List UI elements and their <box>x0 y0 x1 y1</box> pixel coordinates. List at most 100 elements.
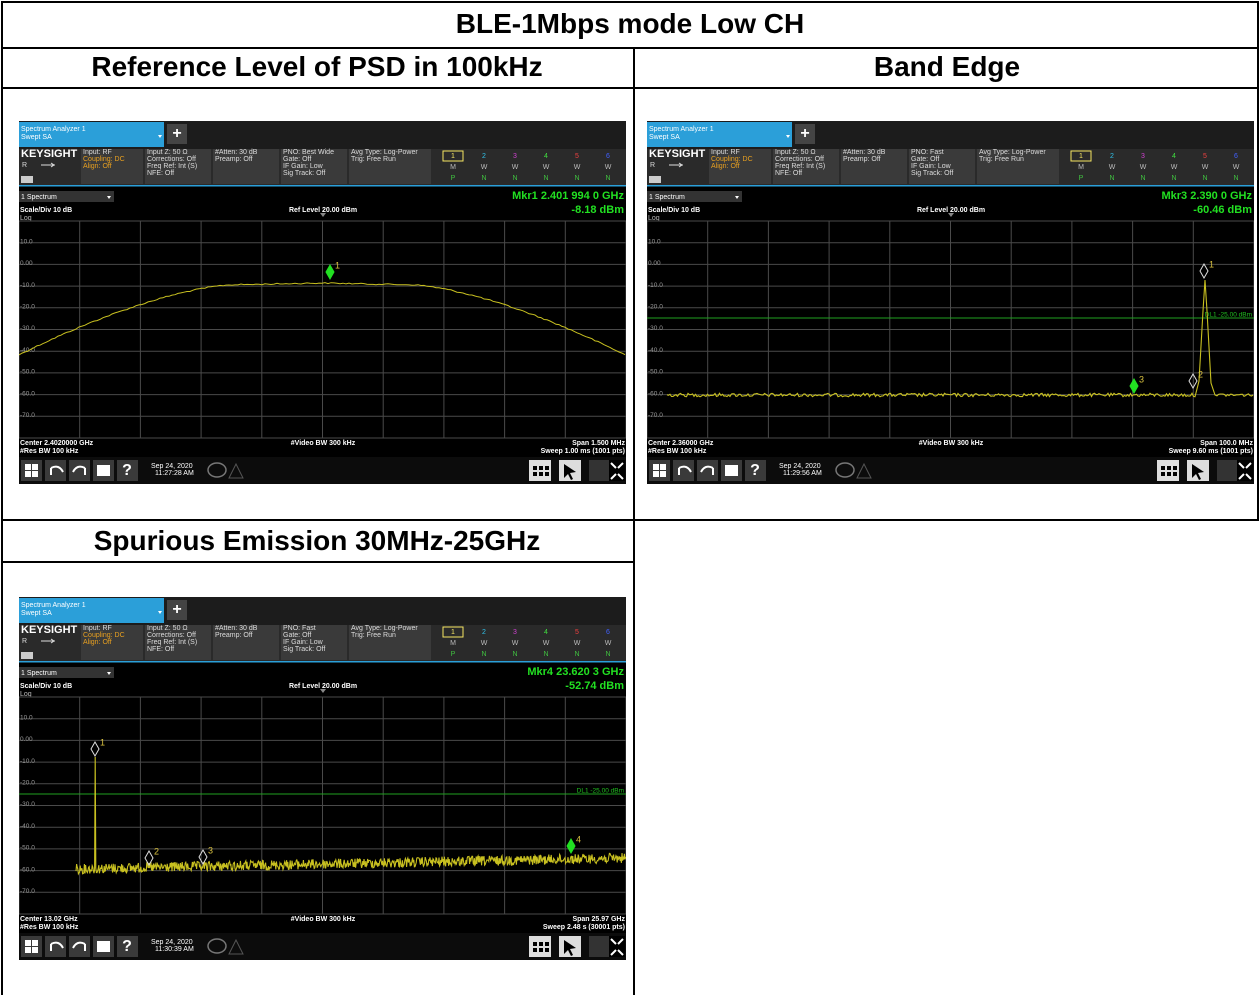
header-text: NFE: Off <box>775 170 802 177</box>
marker-label: 1 <box>100 737 105 747</box>
marker-label: 2 <box>154 846 159 856</box>
taskbar-button[interactable] <box>697 460 718 481</box>
add-tab-icon: + <box>800 125 809 142</box>
header-text: Trig: Free Run <box>351 156 396 163</box>
trace-type: W <box>605 640 612 647</box>
header-block <box>841 149 907 184</box>
trace-detector: N <box>1109 175 1114 182</box>
tab[interactable] <box>19 598 164 623</box>
footer-text: #Res BW 100 kHz <box>648 448 707 455</box>
taskbar-button[interactable] <box>745 460 766 481</box>
taskbar-button[interactable] <box>673 460 694 481</box>
taskbar-button[interactable] <box>529 936 551 957</box>
trace-number: 1 <box>451 153 455 160</box>
folder-icon <box>97 465 110 476</box>
y-label: -20.0 <box>648 304 663 311</box>
footer-text: Span 1.500 MHz <box>572 440 625 447</box>
window-bar[interactable] <box>19 667 114 678</box>
trace-type: W <box>605 164 612 171</box>
clock-time: 11:27:28 AM <box>155 470 194 477</box>
add-tab-button[interactable] <box>167 124 187 144</box>
footer-text: #Video BW 300 kHz <box>919 440 984 447</box>
y-label: -40.0 <box>648 347 663 354</box>
active-trace-box <box>442 150 464 162</box>
taskbar-button[interactable] <box>649 460 670 481</box>
header-block <box>81 149 143 184</box>
y-label: 0.00 <box>648 260 661 267</box>
log-label: Log <box>20 691 32 698</box>
header-text: Freq Ref: Int (S) <box>147 163 197 170</box>
y-label: 0.00 <box>20 260 33 267</box>
taskbar-button[interactable] <box>589 460 611 481</box>
keypad-icon <box>533 942 549 952</box>
add-tab-button[interactable] <box>795 124 815 144</box>
footer-text: Sweep 9.60 ms (1001 pts) <box>1169 448 1253 455</box>
header-block <box>145 625 211 660</box>
trace <box>75 756 626 876</box>
marker-readout: Mkr3 2.390 0 GHz <box>1162 190 1253 202</box>
taskbar-button[interactable] <box>117 936 138 957</box>
taskbar-button[interactable] <box>69 460 90 481</box>
header-text: Input: RF <box>83 149 112 156</box>
taskbar-button[interactable] <box>45 936 66 957</box>
dropdown-arrow <box>158 611 162 614</box>
table-title: BLE-1Mbps mode Low CH <box>455 8 805 39</box>
trace-type: W <box>1171 164 1178 171</box>
taskbar-button[interactable] <box>21 936 42 957</box>
taskbar-button[interactable] <box>117 460 138 481</box>
marker <box>198 848 208 866</box>
header-text: #Atten: 30 dB <box>215 625 258 632</box>
trace-type: W <box>543 164 550 171</box>
taskbar-button[interactable] <box>21 460 42 481</box>
y-label: -30.0 <box>648 325 663 332</box>
trace-detector: N <box>543 175 548 182</box>
header-text: Gate: Off <box>283 156 311 163</box>
header-text: PNO: Fast <box>911 149 944 156</box>
window-title: 1 Spectrum <box>21 194 57 201</box>
taskbar-button[interactable] <box>529 460 551 481</box>
tab-title: Spectrum Analyzer 1 <box>649 126 714 133</box>
ref-level: Ref Level 20.00 dBm <box>289 683 357 690</box>
header-text: Align: Off <box>83 639 112 646</box>
undo-icon <box>50 941 64 951</box>
y-label: -10.0 <box>20 282 35 289</box>
trace-detector: N <box>512 175 517 182</box>
log-label: Log <box>20 215 32 222</box>
trace-type: W <box>512 164 519 171</box>
trace-detector: N <box>1202 175 1207 182</box>
header-rule <box>647 185 1254 187</box>
tab[interactable] <box>647 122 792 147</box>
trace-number: 6 <box>606 629 610 636</box>
trace-number: 5 <box>1203 153 1207 160</box>
tab[interactable] <box>19 122 164 147</box>
ref-level: Ref Level 20.00 dBm <box>917 207 985 214</box>
taskbar-button[interactable] <box>589 936 611 957</box>
marker-label: 3 <box>1139 374 1144 384</box>
taskbar-button[interactable] <box>1157 460 1179 481</box>
border <box>1257 1 1259 521</box>
window-bar[interactable] <box>647 191 742 202</box>
taskbar-button[interactable] <box>45 460 66 481</box>
y-label: -60.0 <box>20 866 35 873</box>
y-label: -10.0 <box>648 282 663 289</box>
header-block <box>281 625 347 660</box>
fullscreen-icon <box>610 462 624 480</box>
trace-detector: N <box>481 175 486 182</box>
trace-number: 4 <box>544 629 548 636</box>
header-text: #Atten: 30 dB <box>215 149 258 156</box>
header-block <box>709 149 771 184</box>
header-text: PNO: Best Wide <box>283 149 334 156</box>
add-tab-button[interactable] <box>167 600 187 620</box>
taskbar-button[interactable] <box>69 936 90 957</box>
trace-type: M <box>450 164 456 171</box>
window-bar[interactable] <box>19 191 114 202</box>
brand: KEYSIGHT <box>649 148 706 160</box>
scale: Scale/Div 10 dB <box>648 207 700 214</box>
header-rule <box>19 661 626 663</box>
marker-value: -60.46 dBm <box>1193 204 1252 216</box>
border <box>1 87 1259 89</box>
log-label: Log <box>648 215 660 222</box>
cell-heading: Band Edge <box>873 51 1021 82</box>
header-text: Input Z: 50 Ω <box>775 149 816 156</box>
taskbar-button[interactable] <box>1217 460 1239 481</box>
